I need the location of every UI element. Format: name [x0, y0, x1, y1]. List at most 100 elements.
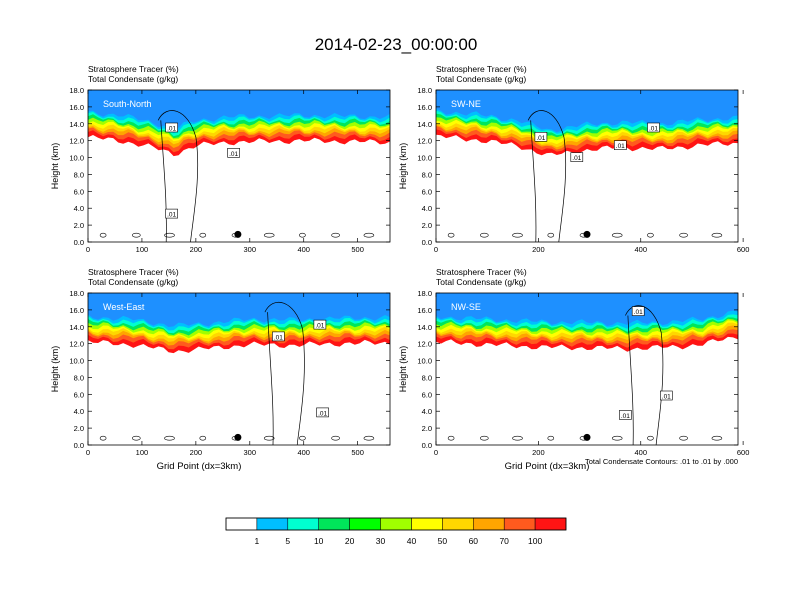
- condensate-blob: [131, 435, 141, 441]
- contour-label-box: [313, 319, 327, 330]
- y-tick-label: 2.0: [422, 221, 432, 230]
- y-tick-label: 0.0: [422, 441, 432, 450]
- x-tick-label: 0: [86, 448, 90, 457]
- y-tick-label: 12.0: [417, 340, 432, 349]
- panel-label: SW-NE: [451, 99, 481, 109]
- contour-label: .01: [167, 126, 176, 133]
- condensate-contour: [530, 120, 537, 242]
- x-tick-label: 0: [434, 448, 438, 457]
- y-axis-label: Height (km): [398, 143, 408, 190]
- y-tick-label: 2.0: [74, 221, 84, 230]
- y-tick-label: 2.0: [422, 424, 432, 433]
- condensate-blob: [611, 435, 623, 441]
- y-tick-label: 4.0: [422, 204, 432, 213]
- y-tick-label: 12.0: [417, 137, 432, 146]
- location-dot: [583, 230, 591, 238]
- x-tick-label: 0: [86, 245, 90, 254]
- panel-label: South-North: [103, 99, 152, 109]
- y-tick-label: 8.0: [74, 170, 84, 179]
- y-tick-label: 10.0: [417, 154, 432, 163]
- y-tick-label: 0.0: [74, 441, 84, 450]
- colorbar-box: [318, 517, 350, 531]
- contour-label: .01: [616, 143, 625, 150]
- condensate-blob: [479, 232, 489, 238]
- colorbar-label: 50: [438, 536, 448, 546]
- colorbar-box: [287, 517, 319, 531]
- y-tick-label: 6.0: [422, 187, 432, 196]
- y-axis-label: Height (km): [398, 346, 408, 393]
- condensate-blob: [547, 435, 555, 441]
- plot-frame: [87, 89, 391, 243]
- colorbar-label: 5: [285, 536, 290, 546]
- x-tick-label: 400: [634, 448, 647, 457]
- condensate-blob: [299, 435, 306, 441]
- panel-title-condensate: Total Condensate (g/kg): [88, 277, 178, 287]
- colorbar-box: [411, 517, 443, 531]
- location-dot: [583, 433, 591, 441]
- condensate-blob: [647, 435, 654, 441]
- panel-title-condensate: Total Condensate (g/kg): [88, 74, 178, 84]
- y-tick-label: 10.0: [69, 154, 84, 163]
- contour-label-box: [316, 407, 329, 418]
- x-tick-label: 600: [737, 448, 750, 457]
- contour-label-box: [165, 208, 178, 219]
- panel-title-tracer: Stratosphere Tracer (%): [436, 64, 527, 74]
- contour-label: .01: [229, 151, 238, 158]
- contour-label-box: [660, 390, 673, 401]
- x-tick-label: 400: [297, 245, 310, 254]
- colorbar-label: 30: [376, 536, 386, 546]
- y-tick-label: 0.0: [422, 238, 432, 247]
- y-tick-label: 14.0: [69, 120, 84, 129]
- colorbar-label: 70: [499, 536, 509, 546]
- condensate-contour: [157, 110, 199, 242]
- panel-title-tracer: Stratosphere Tracer (%): [436, 267, 527, 277]
- x-tick-label: 200: [190, 448, 203, 457]
- contour-label-box: [631, 306, 645, 316]
- y-tick-label: 12.0: [69, 137, 84, 146]
- panel-title-tracer: Stratosphere Tracer (%): [88, 64, 179, 74]
- condensate-blob: [363, 435, 375, 441]
- colorbar-box: [503, 517, 536, 531]
- condensate-blob: [199, 232, 207, 238]
- y-tick-label: 18.0: [69, 289, 84, 298]
- panel-label: West-East: [103, 302, 145, 312]
- condensate-blob: [199, 435, 207, 441]
- y-tick-label: 0.0: [74, 238, 84, 247]
- y-tick-label: 18.0: [417, 86, 432, 95]
- y-tick-label: 8.0: [74, 373, 84, 382]
- panel-title-tracer: Stratosphere Tracer (%): [88, 267, 179, 277]
- plot-frame: [435, 89, 739, 243]
- condensate-blob: [611, 232, 623, 238]
- plot-area: [88, 90, 390, 242]
- contour-label-box: [227, 147, 240, 158]
- y-tick-label: 16.0: [417, 306, 432, 315]
- panel-nw-se: Stratosphere Tracer (%) Total Condensate …: [398, 267, 749, 472]
- contour-label-box: [619, 410, 632, 420]
- condensate-blob: [679, 232, 688, 238]
- panel-label: NW-SE: [451, 302, 481, 312]
- condensate-contour: [264, 302, 305, 445]
- contour-label: .01: [318, 410, 327, 417]
- y-tick-label: 12.0: [69, 340, 84, 349]
- contour-label-box: [272, 331, 285, 342]
- condensate-contour: [267, 312, 274, 445]
- plot-area: [88, 293, 390, 445]
- y-tick-label: 4.0: [74, 204, 84, 213]
- tracer-band: [436, 293, 738, 326]
- contour-label: .01: [662, 394, 671, 401]
- colorbar-box: [534, 517, 567, 531]
- y-axis-label: Height (km): [50, 143, 60, 190]
- location-dot: [234, 230, 242, 238]
- condensate-contour: [625, 305, 664, 445]
- y-tick-label: 14.0: [69, 323, 84, 332]
- condensate-contour: [160, 120, 167, 242]
- colorbar-label: 60: [469, 536, 479, 546]
- x-tick-label: 400: [634, 245, 647, 254]
- contour-info: Total Condensate Contours: .01 to .01 by…: [585, 457, 738, 466]
- colorbar-frame: [225, 517, 567, 531]
- tracer-band: [436, 90, 738, 133]
- colorbar-label: 100: [528, 536, 542, 546]
- contour-label: .01: [315, 323, 324, 330]
- x-tick-label: 300: [244, 448, 257, 457]
